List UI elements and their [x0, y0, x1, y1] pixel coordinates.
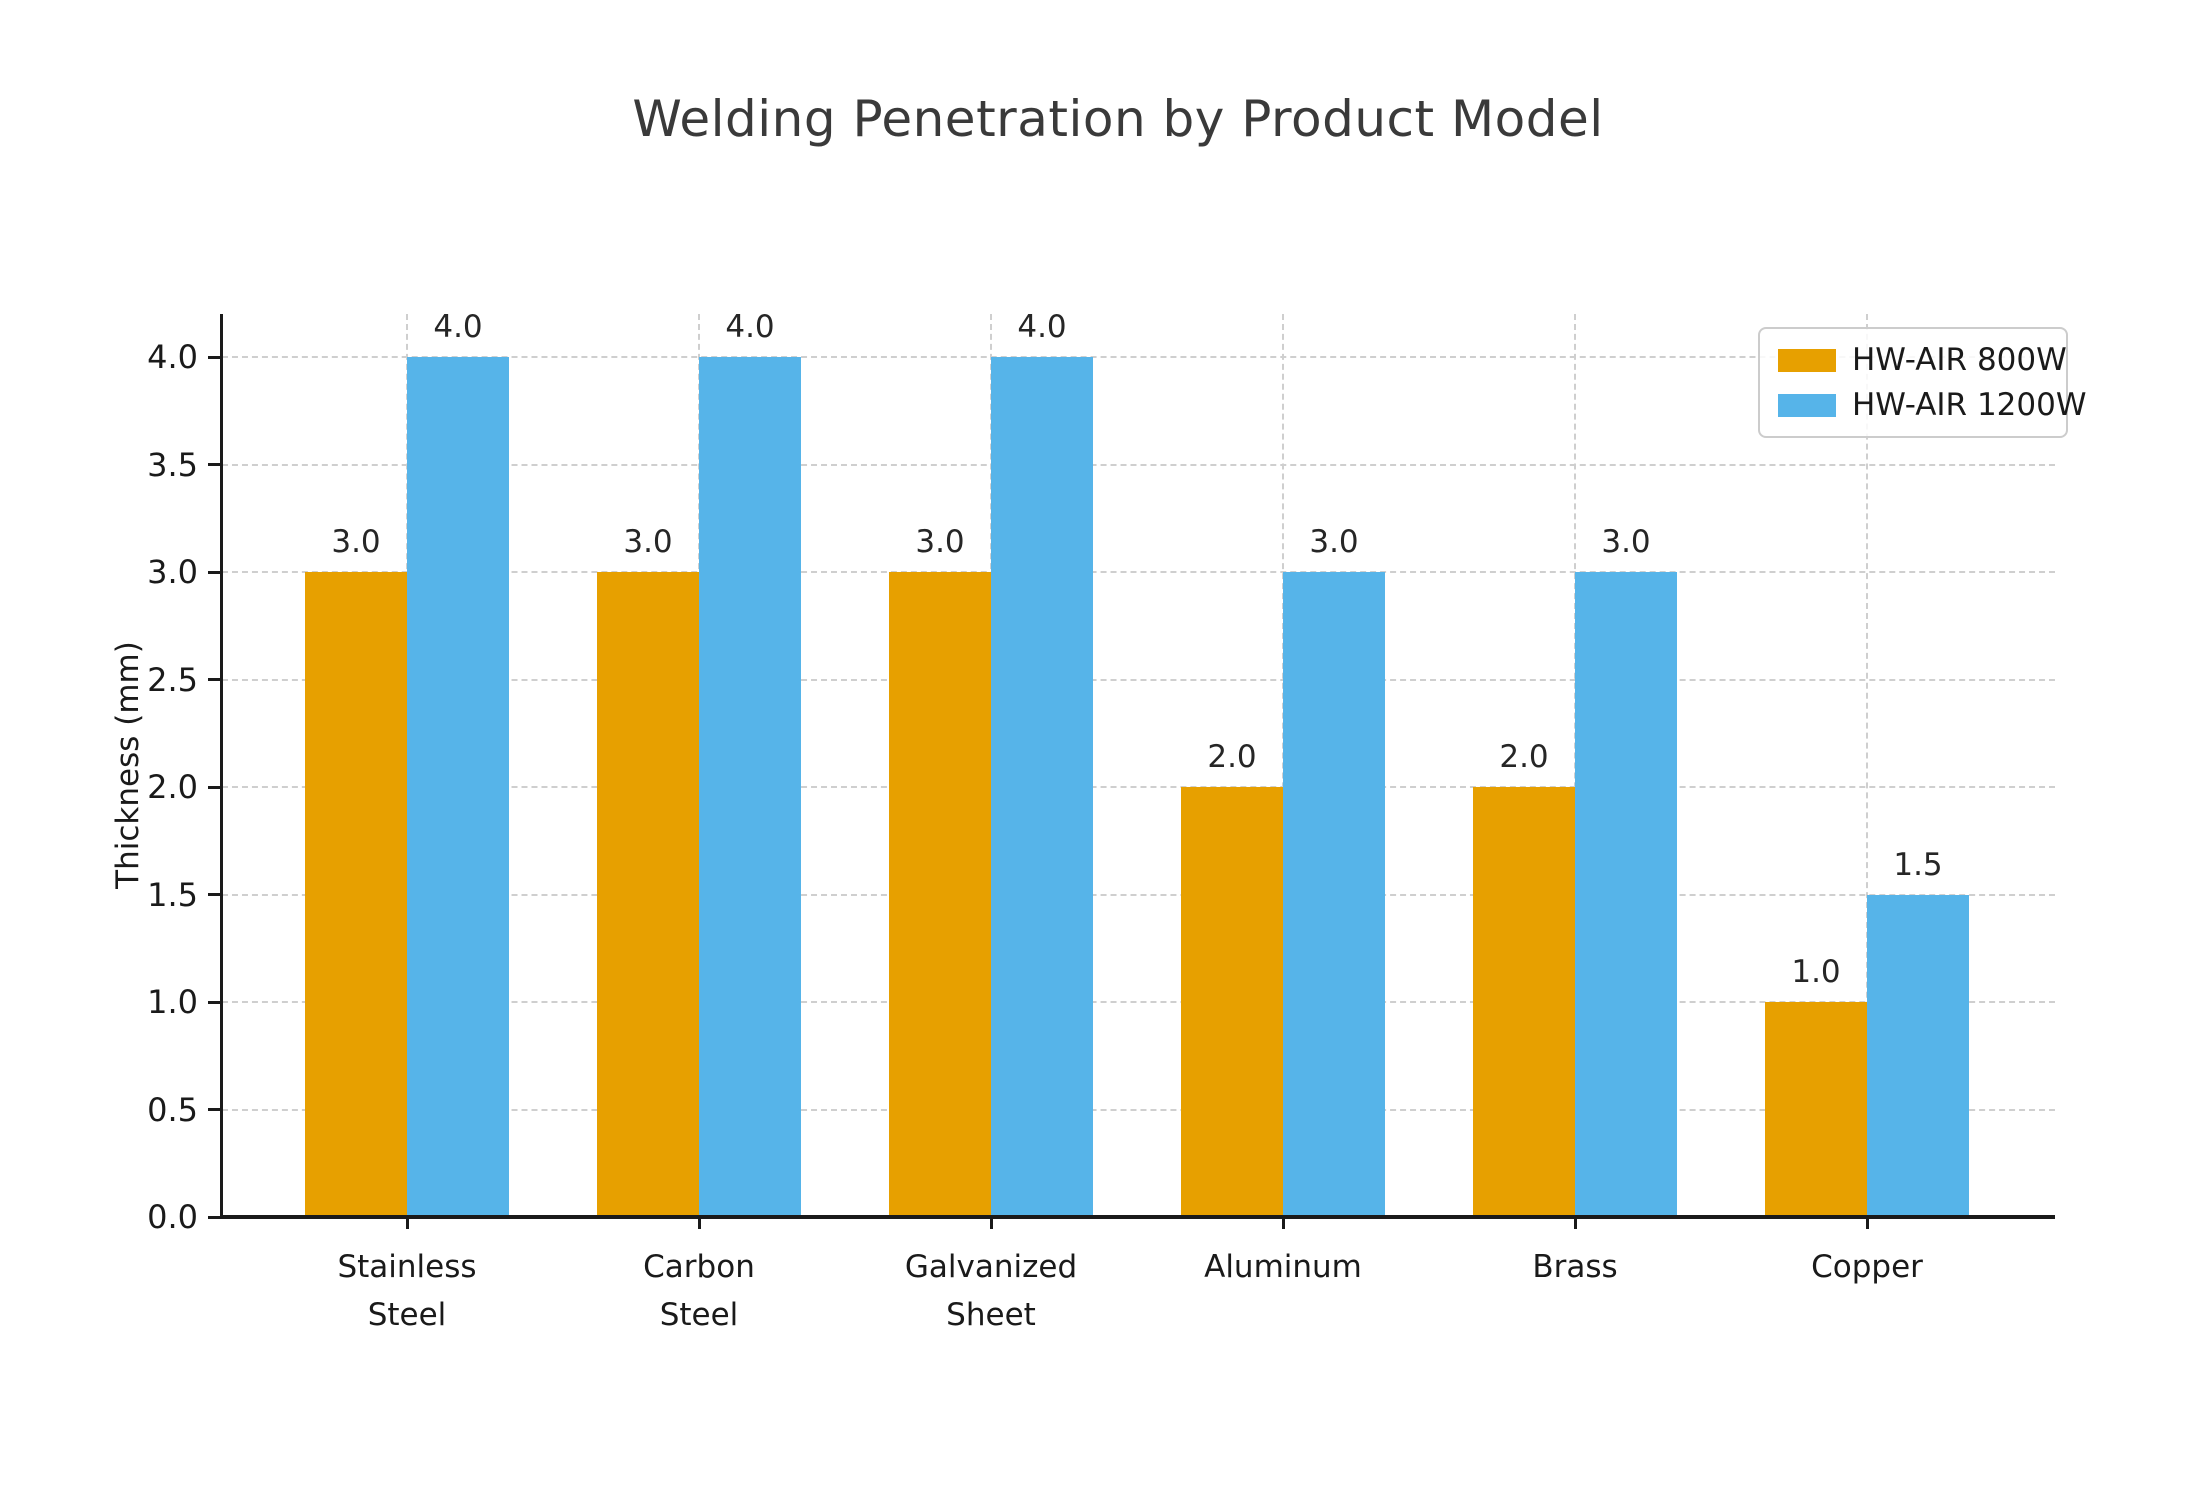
legend-swatch: [1778, 348, 1836, 372]
x-tick: [1573, 1217, 1577, 1229]
bar-value-label: 1.5: [1893, 846, 1943, 883]
bar-value-label: 3.0: [915, 524, 965, 560]
legend-label: HW-AIR 800W: [1852, 342, 2067, 378]
legend: HW-AIR 800W HW-AIR 1200W: [1758, 327, 2087, 438]
gridline-v: [1866, 314, 1868, 1217]
bar-value-label: 4.0: [1017, 309, 1067, 345]
y-axis-label: Thickness (mm): [110, 641, 146, 889]
bar-value-label: 4.0: [725, 309, 775, 345]
y-tick-label: 1.0: [147, 983, 198, 1021]
y-tick-label: 2.0: [147, 768, 198, 806]
y-tick-label: 3.0: [147, 553, 198, 591]
gridline-h: [222, 356, 2055, 358]
bar: [1283, 572, 1385, 1217]
gridline-h: [222, 571, 2055, 573]
bar-value-label: 2.0: [1207, 739, 1257, 775]
legend-label: HW-AIR 1200W: [1852, 387, 2087, 423]
legend-items: HW-AIR 800W HW-AIR 1200W: [1778, 342, 2087, 423]
gridline-h: [222, 1001, 2055, 1003]
bar-value-label: 1.0: [1791, 954, 1841, 990]
y-tick: [208, 463, 220, 466]
bar-value-label: 3.0: [1601, 524, 1651, 560]
bar-value-label: 3.0: [331, 524, 381, 560]
bar: [407, 357, 509, 1217]
x-tick-label: Carbon Steel: [643, 1249, 755, 1334]
bar: [991, 357, 1093, 1217]
bar: [1575, 572, 1677, 1217]
gridline-h: [222, 678, 2055, 681]
y-tick-label: 3.5: [147, 445, 198, 484]
x-tick-label: Aluminum: [1204, 1249, 1362, 1285]
chart-title: Welding Penetration by Product Model: [632, 90, 1604, 148]
bar: [699, 357, 801, 1217]
x-tick: [989, 1217, 993, 1229]
x-axis-spine: [220, 1215, 2055, 1219]
y-tick: [208, 678, 220, 681]
bar: [889, 572, 991, 1217]
bar: [1473, 787, 1575, 1217]
y-axis-spine: [220, 314, 223, 1217]
y-tick: [208, 1108, 220, 1111]
y-tick-label: 1.5: [147, 875, 198, 914]
y-tick: [208, 355, 220, 359]
plot-area: 3.0 4.0 3.0 4.0 3.0 4.0 2.0 3.0 2.0 3.0 1.0 1.5 0.0…: [147, 309, 2055, 1333]
gridline-h: [222, 463, 2055, 466]
bar: [1867, 894, 1969, 1217]
y-tick-label: 4.0: [147, 338, 198, 376]
bar: [597, 572, 699, 1217]
gridline-h: [222, 893, 2055, 896]
y-tick: [208, 785, 220, 789]
bar-value-label: 2.0: [1499, 739, 1549, 775]
bar: [1765, 1002, 1867, 1217]
legend-item: HW-AIR 800W: [1778, 342, 2067, 378]
x-tick: [405, 1217, 409, 1229]
x-tick-label: Brass: [1532, 1249, 1618, 1285]
x-tick: [1865, 1217, 1869, 1229]
x-tick: [697, 1217, 701, 1229]
y-tick: [208, 570, 220, 574]
x-tick-label: Galvanized Sheet: [904, 1249, 1078, 1334]
y-tick-label: 0.0: [147, 1198, 198, 1236]
gridline-h: [222, 786, 2055, 788]
x-tick-label: Copper: [1811, 1249, 1923, 1285]
y-tick: [208, 1000, 220, 1004]
bar-value-label: 3.0: [1309, 524, 1359, 560]
bar-value-label: 3.0: [623, 524, 673, 560]
x-tick-label: Stainless Steel: [337, 1249, 477, 1334]
bar: [1181, 787, 1283, 1217]
y-tick-label: 0.5: [147, 1090, 198, 1129]
legend-swatch: [1778, 393, 1836, 417]
y-tick: [208, 893, 220, 896]
gridline-h: [222, 1108, 2055, 1111]
x-tick: [1281, 1217, 1285, 1229]
y-tick-label: 2.5: [147, 660, 198, 699]
bar: [305, 572, 407, 1217]
bar-value-label: 4.0: [433, 309, 483, 345]
legend-item: HW-AIR 1200W: [1778, 387, 2087, 423]
y-tick: [208, 1215, 220, 1219]
